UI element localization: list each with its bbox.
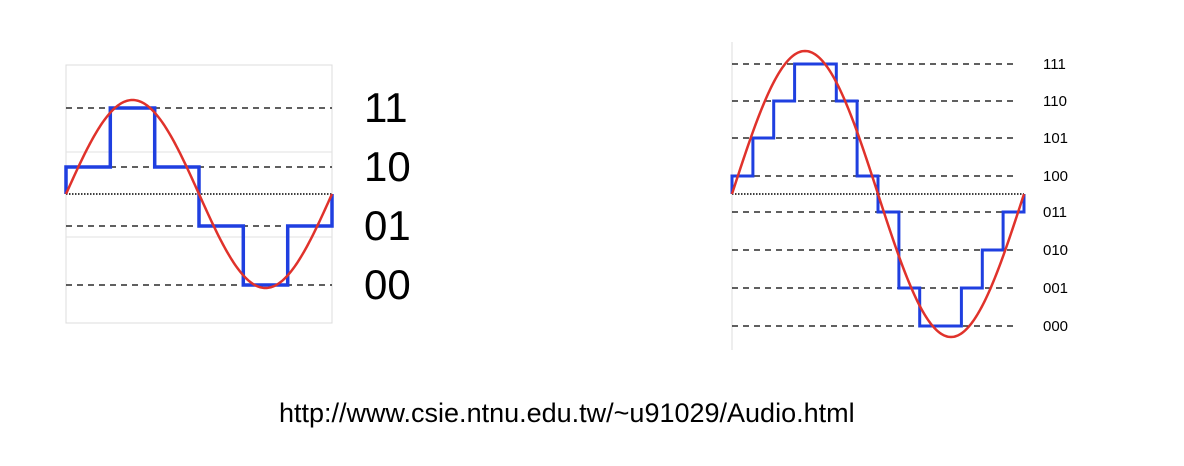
level-code-label: 00	[364, 261, 411, 308]
sine-wave	[730, 49, 1026, 339]
level-code-labels: 111 110 101 100 011 010 001 000	[1043, 56, 1068, 335]
level-code-label: 10	[364, 143, 411, 190]
level-code-label: 111	[1043, 56, 1066, 73]
two-bit-quantization-diagram: 11 10 01 00	[64, 64, 411, 324]
level-code-label: 100	[1043, 168, 1068, 185]
sine-wave	[64, 98, 334, 290]
level-code-label: 001	[1043, 280, 1068, 297]
level-code-label: 01	[364, 202, 411, 249]
level-code-label: 011	[1043, 204, 1067, 221]
level-code-label: 11	[364, 84, 408, 131]
source-url: http://www.csie.ntnu.edu.tw/~u91029/Audi…	[279, 398, 855, 428]
level-code-labels: 11 10 01 00	[364, 84, 411, 308]
three-bit-quantization-diagram: 111 110 101 100 011 010 001 000	[730, 42, 1068, 350]
level-code-label: 010	[1043, 242, 1068, 259]
level-code-label: 110	[1043, 93, 1067, 110]
level-code-label: 101	[1043, 130, 1068, 147]
level-code-label: 000	[1043, 318, 1068, 335]
level-lines	[732, 63, 1016, 327]
